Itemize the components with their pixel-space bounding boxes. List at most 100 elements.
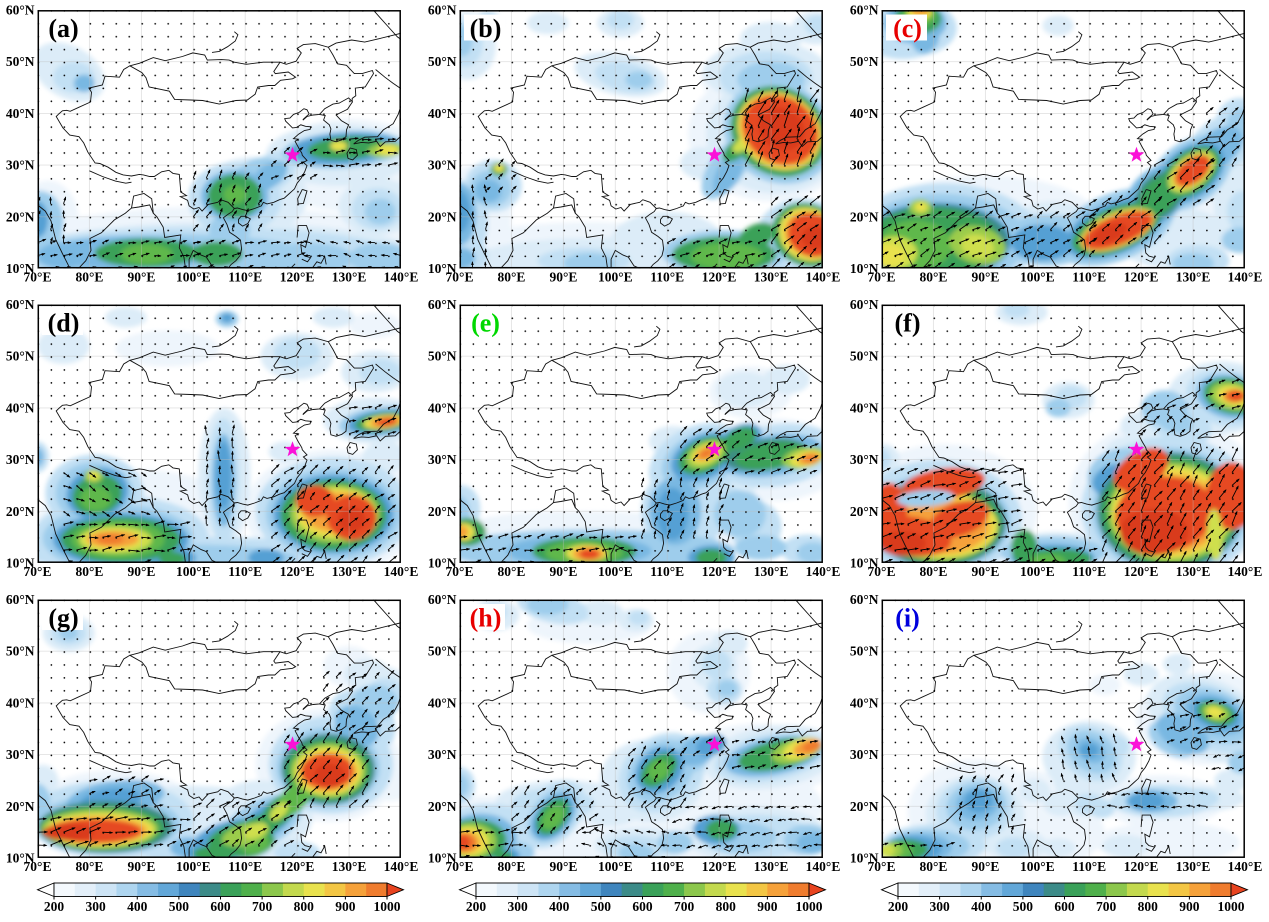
svg-text:(d): (d) bbox=[48, 309, 80, 338]
svg-text:10°N: 10°N bbox=[428, 556, 457, 571]
svg-text:40°N: 40°N bbox=[850, 695, 879, 710]
svg-text:120°E: 120°E bbox=[1124, 564, 1159, 579]
svg-text:40°N: 40°N bbox=[6, 695, 35, 710]
svg-text:70°E: 70°E bbox=[446, 859, 474, 874]
svg-text:110°E: 110°E bbox=[1072, 564, 1106, 579]
svg-text:110°E: 110°E bbox=[228, 269, 262, 284]
svg-text:80°E: 80°E bbox=[497, 859, 525, 874]
svg-text:30°N: 30°N bbox=[850, 452, 879, 467]
svg-text:1000: 1000 bbox=[374, 899, 401, 914]
svg-text:90°E: 90°E bbox=[971, 859, 999, 874]
svg-text:90°E: 90°E bbox=[549, 564, 577, 579]
svg-text:50°N: 50°N bbox=[428, 349, 457, 364]
svg-text:400: 400 bbox=[549, 899, 570, 914]
svg-text:30°N: 30°N bbox=[428, 158, 457, 173]
svg-text:70°E: 70°E bbox=[446, 269, 474, 284]
svg-text:90°E: 90°E bbox=[971, 564, 999, 579]
svg-text:60°N: 60°N bbox=[850, 592, 879, 607]
svg-text:600: 600 bbox=[210, 899, 231, 914]
svg-text:50°N: 50°N bbox=[850, 54, 879, 69]
svg-text:10°N: 10°N bbox=[428, 851, 457, 866]
svg-text:110°E: 110°E bbox=[650, 269, 684, 284]
svg-text:20°N: 20°N bbox=[428, 209, 457, 224]
svg-text:300: 300 bbox=[929, 899, 950, 914]
svg-text:120°E: 120°E bbox=[702, 859, 737, 874]
svg-text:90°E: 90°E bbox=[549, 269, 577, 284]
svg-text:(a): (a) bbox=[48, 14, 78, 43]
svg-text:(i): (i) bbox=[895, 604, 920, 633]
svg-text:100°E: 100°E bbox=[176, 269, 211, 284]
svg-text:1000: 1000 bbox=[1218, 899, 1245, 914]
svg-text:300: 300 bbox=[85, 899, 106, 914]
svg-text:10°N: 10°N bbox=[850, 851, 879, 866]
svg-text:130°E: 130°E bbox=[1176, 564, 1211, 579]
svg-text:10°N: 10°N bbox=[6, 261, 35, 276]
svg-text:120°E: 120°E bbox=[1124, 859, 1159, 874]
svg-text:20°N: 20°N bbox=[6, 799, 35, 814]
svg-text:140°E: 140°E bbox=[384, 859, 419, 874]
svg-text:(h): (h) bbox=[470, 604, 502, 633]
svg-text:50°N: 50°N bbox=[428, 644, 457, 659]
svg-text:800: 800 bbox=[716, 899, 737, 914]
svg-text:20°N: 20°N bbox=[428, 504, 457, 519]
svg-text:60°N: 60°N bbox=[850, 297, 879, 312]
svg-text:100°E: 100°E bbox=[176, 859, 211, 874]
svg-text:40°N: 40°N bbox=[850, 400, 879, 415]
svg-text:120°E: 120°E bbox=[1124, 269, 1159, 284]
svg-text:200: 200 bbox=[888, 899, 909, 914]
svg-text:50°N: 50°N bbox=[850, 644, 879, 659]
svg-text:80°E: 80°E bbox=[75, 859, 103, 874]
svg-text:60°N: 60°N bbox=[428, 592, 457, 607]
svg-text:120°E: 120°E bbox=[280, 859, 315, 874]
svg-text:80°E: 80°E bbox=[919, 269, 947, 284]
svg-text:70°E: 70°E bbox=[868, 859, 896, 874]
svg-text:400: 400 bbox=[127, 899, 148, 914]
svg-text:100°E: 100°E bbox=[1020, 564, 1055, 579]
svg-text:30°N: 30°N bbox=[428, 747, 457, 762]
svg-text:80°E: 80°E bbox=[75, 269, 103, 284]
svg-text:70°E: 70°E bbox=[24, 269, 52, 284]
svg-text:80°E: 80°E bbox=[919, 564, 947, 579]
svg-text:100°E: 100°E bbox=[176, 564, 211, 579]
svg-text:700: 700 bbox=[1096, 899, 1117, 914]
svg-text:10°N: 10°N bbox=[428, 261, 457, 276]
svg-text:60°N: 60°N bbox=[6, 297, 35, 312]
svg-text:700: 700 bbox=[252, 899, 273, 914]
svg-text:70°E: 70°E bbox=[446, 564, 474, 579]
svg-text:100°E: 100°E bbox=[598, 564, 633, 579]
svg-text:10°N: 10°N bbox=[6, 851, 35, 866]
svg-text:(f): (f) bbox=[895, 309, 921, 338]
svg-text:30°N: 30°N bbox=[6, 747, 35, 762]
svg-text:200: 200 bbox=[44, 899, 65, 914]
svg-text:70°E: 70°E bbox=[24, 859, 52, 874]
svg-text:130°E: 130°E bbox=[332, 564, 367, 579]
svg-text:90°E: 90°E bbox=[971, 269, 999, 284]
svg-text:(e): (e) bbox=[471, 309, 500, 338]
svg-text:50°N: 50°N bbox=[6, 349, 35, 364]
svg-text:60°N: 60°N bbox=[850, 3, 879, 18]
svg-text:80°E: 80°E bbox=[497, 269, 525, 284]
svg-text:50°N: 50°N bbox=[850, 349, 879, 364]
svg-text:500: 500 bbox=[169, 899, 190, 914]
svg-text:60°N: 60°N bbox=[428, 3, 457, 18]
svg-text:140°E: 140°E bbox=[806, 269, 841, 284]
svg-text:130°E: 130°E bbox=[754, 564, 789, 579]
svg-text:140°E: 140°E bbox=[384, 564, 419, 579]
svg-text:30°N: 30°N bbox=[6, 452, 35, 467]
svg-text:140°E: 140°E bbox=[806, 859, 841, 874]
svg-text:130°E: 130°E bbox=[754, 859, 789, 874]
svg-text:90°E: 90°E bbox=[549, 859, 577, 874]
svg-text:800: 800 bbox=[294, 899, 315, 914]
svg-text:(g): (g) bbox=[48, 604, 78, 633]
svg-text:20°N: 20°N bbox=[428, 799, 457, 814]
svg-text:90°E: 90°E bbox=[127, 564, 155, 579]
svg-text:90°E: 90°E bbox=[127, 859, 155, 874]
svg-text:10°N: 10°N bbox=[6, 556, 35, 571]
svg-text:400: 400 bbox=[971, 899, 992, 914]
svg-text:100°E: 100°E bbox=[1020, 269, 1055, 284]
svg-text:800: 800 bbox=[1138, 899, 1159, 914]
svg-text:20°N: 20°N bbox=[850, 209, 879, 224]
svg-text:900: 900 bbox=[757, 899, 778, 914]
svg-text:140°E: 140°E bbox=[1228, 859, 1263, 874]
svg-text:120°E: 120°E bbox=[702, 269, 737, 284]
